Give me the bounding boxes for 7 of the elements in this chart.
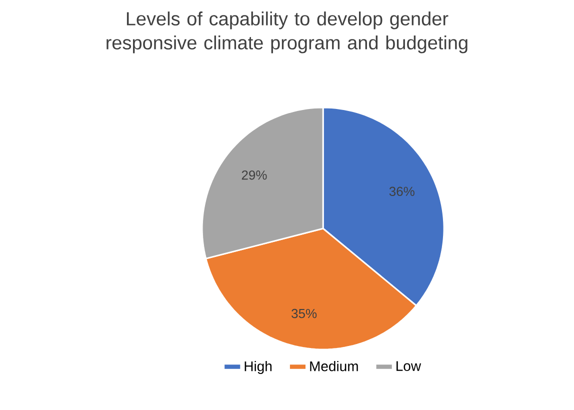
legend-label: Medium [310, 360, 358, 372]
legend-label: Low [396, 361, 422, 371]
legend-label: High [244, 360, 272, 374]
data-label: 36% [389, 186, 414, 196]
chart-title: Levels of capability to develop gender responsive climate program and budgeting [106, 12, 468, 54]
data-label: 35% [292, 308, 317, 318]
data-label: 29% [242, 170, 267, 180]
